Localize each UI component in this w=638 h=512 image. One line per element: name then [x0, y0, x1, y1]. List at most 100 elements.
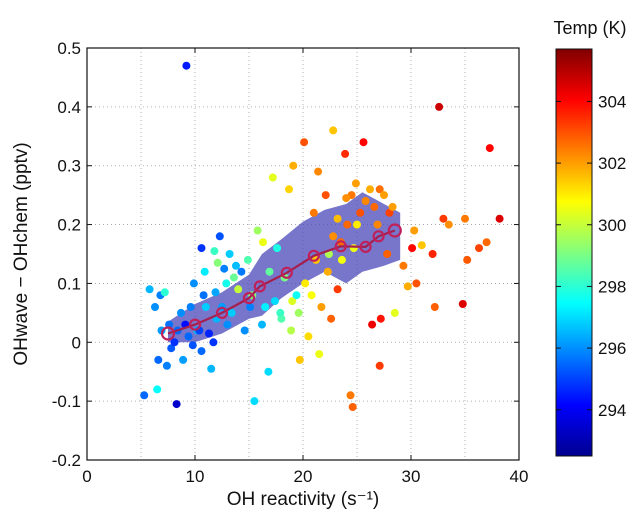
mean-marker [372, 230, 385, 243]
scatter-point [444, 220, 453, 229]
scatter-point [412, 279, 421, 288]
y-tick-label: 0 [72, 333, 81, 352]
scatter-point [264, 367, 273, 376]
scatter-point [333, 214, 342, 223]
scatter-point [351, 179, 360, 188]
scatter-point [200, 267, 209, 276]
scatter-point [197, 347, 206, 356]
scatter-point [301, 279, 310, 288]
scatter-point [309, 208, 318, 217]
scatter-point [246, 303, 255, 311]
colorbar-tick-label: 300 [598, 216, 626, 235]
scatter-point [201, 303, 210, 311]
scatter-point [153, 385, 162, 394]
scatter-point [383, 250, 392, 258]
scatter-point [145, 285, 154, 294]
scatter-point [342, 194, 351, 203]
colorbar-tick-label: 294 [598, 401, 626, 420]
mean-marker [359, 240, 372, 253]
scatter-point [380, 191, 388, 200]
scatter-point [329, 232, 338, 241]
scatter-point [182, 61, 191, 70]
scatter-point [368, 320, 377, 329]
scatter-point [417, 241, 426, 250]
scatter-point [408, 244, 417, 253]
scatter-point [294, 308, 303, 317]
scatter-point [482, 238, 491, 247]
scatter-point [151, 303, 159, 311]
scatter-point [321, 191, 330, 200]
y-axis-ticks: -0.2 -0.1 0 0.1 0.2 0.3 0.4 0.5 [52, 39, 519, 470]
scatter-point [234, 285, 243, 294]
scatter-point [373, 220, 382, 229]
scatter-point [273, 244, 282, 253]
x-axis-ticks: 0 10 20 30 40 [82, 48, 528, 486]
scatter-point [385, 208, 394, 217]
y-tick-label: 0.3 [57, 157, 81, 176]
colorbar-tick-label: 304 [598, 92, 626, 111]
scatter-point [295, 355, 304, 364]
scatter-point [250, 397, 259, 406]
scatter-point [225, 250, 234, 258]
scatter-point [205, 329, 213, 338]
scatter-point [315, 350, 324, 359]
scatter-point [210, 247, 219, 256]
scatter-point [333, 285, 342, 294]
scatter-point [258, 320, 266, 329]
scatter-point [268, 173, 277, 182]
scatter-point [243, 255, 252, 264]
scatter-point [390, 308, 399, 317]
scatter-point [162, 361, 171, 370]
y-tick-label: 0.5 [57, 39, 81, 58]
scatter-point [370, 202, 379, 211]
scatter-point [337, 255, 346, 264]
x-tick-label: 0 [82, 467, 91, 486]
scatter-point [343, 220, 352, 229]
x-tick-label: 30 [402, 467, 421, 486]
scatter-point [184, 332, 193, 341]
scatter-point [403, 282, 412, 291]
scatter-point [327, 314, 336, 323]
colorbar-tick-label: 296 [598, 339, 626, 358]
scatter-point [259, 238, 267, 247]
scatter-point [485, 144, 494, 153]
scatter-point [265, 267, 274, 276]
y-axis-label: OHwave − OHchem (pptv) [11, 142, 32, 365]
scatter-point [361, 197, 370, 205]
scatter-point [314, 167, 323, 176]
x-axis-label: OH reactivity (s⁻¹) [227, 489, 380, 510]
mean-marker [387, 223, 402, 238]
scatter-point [410, 226, 419, 235]
scatter-point [229, 273, 238, 282]
mean-marker [334, 240, 347, 253]
scatter-point [292, 291, 301, 300]
scatter-point [307, 291, 316, 300]
colorbar-ticks: 294 296 298 300 302 304 [556, 92, 626, 420]
confidence-band-layer [168, 192, 401, 343]
scatter-point [232, 261, 240, 270]
scatter-point [160, 288, 169, 297]
scatter-point [495, 214, 504, 223]
y-tick-label: -0.1 [52, 392, 81, 411]
colorbar-tick-label: 298 [598, 277, 626, 296]
confidence-band [168, 192, 401, 343]
scatter-point [167, 344, 176, 353]
scatter-point [285, 185, 293, 194]
scatter-point [276, 308, 285, 317]
scatter-point [463, 255, 472, 264]
x-tick-label: 10 [186, 467, 205, 486]
mean-marker [215, 306, 229, 319]
scatter-point [399, 261, 408, 270]
scatter-point [188, 341, 197, 350]
scatter-point [304, 332, 313, 341]
y-tick-label: 0.1 [57, 274, 81, 293]
scatter-point [270, 297, 279, 306]
scatter-point [237, 267, 246, 276]
scatter-point [222, 279, 231, 288]
scatter-point [323, 267, 332, 276]
scatter-point [223, 320, 232, 329]
scatter-point [359, 138, 368, 147]
scatter-point [215, 232, 224, 241]
scatter-point [435, 102, 444, 111]
